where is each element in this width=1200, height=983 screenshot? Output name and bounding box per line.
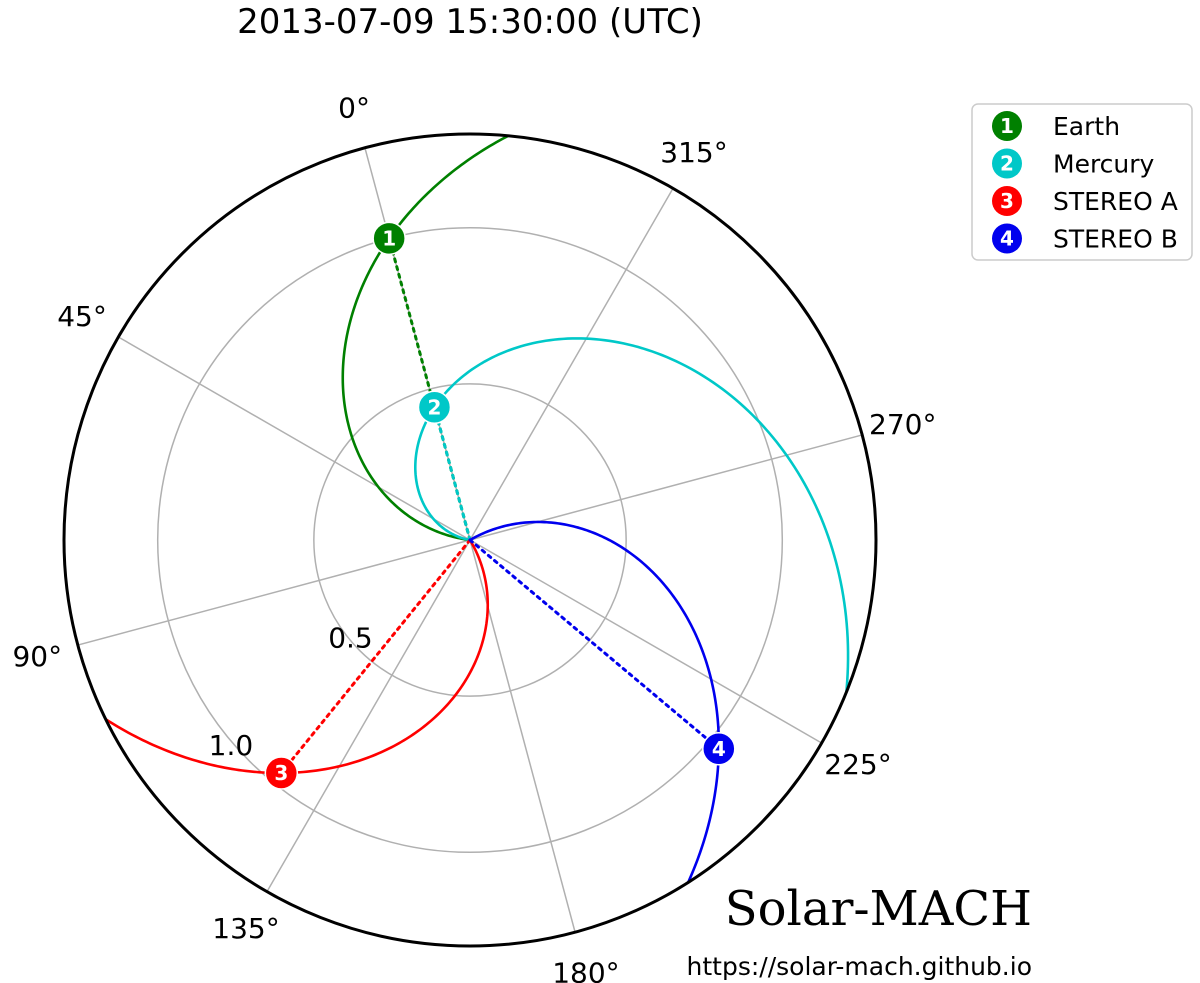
radial-tick-label: 0.5 bbox=[328, 622, 373, 655]
legend-marker bbox=[992, 148, 1022, 179]
chart-title: 2013-07-09 15:30:00 (UTC) bbox=[237, 2, 703, 42]
angle-grid-spoke bbox=[266, 539, 471, 892]
legend-item: 3 STEREO A bbox=[992, 186, 1178, 216]
body-marker-mercury: 2 bbox=[417, 390, 452, 425]
legend-marker-number: 1 bbox=[1000, 114, 1014, 138]
marker-number: 2 bbox=[427, 395, 441, 419]
angle-grid-spoke bbox=[469, 539, 576, 933]
body-markers: 1 2 3 4 bbox=[264, 221, 736, 790]
angle-tick-label: 90° bbox=[12, 640, 62, 673]
body-marker-earth: 1 bbox=[372, 221, 406, 256]
angle-tick-label: 225° bbox=[824, 748, 891, 781]
legend-marker-number: 4 bbox=[1000, 227, 1014, 251]
angle-tick-label: 45° bbox=[57, 300, 107, 333]
spiral-line-earth bbox=[341, 134, 544, 542]
polar-frame bbox=[62, 132, 878, 948]
angle-grid-spoke bbox=[469, 434, 863, 541]
legend-marker bbox=[992, 111, 1022, 141]
spiral-line-mercury bbox=[413, 337, 850, 765]
legend-item: 2 Mercury bbox=[992, 148, 1155, 179]
legend-label: Earth bbox=[1053, 112, 1120, 141]
spiral-line-stereo-a bbox=[72, 539, 490, 775]
legend-marker bbox=[992, 223, 1022, 254]
legend-marker bbox=[992, 186, 1022, 216]
angle-tick-label: 315° bbox=[660, 136, 727, 169]
legend-box bbox=[971, 103, 1193, 261]
legend-marker-number: 3 bbox=[1000, 189, 1014, 213]
radial-tick-labels: 0.5 1.0 bbox=[209, 622, 373, 763]
spiral-lines bbox=[72, 134, 850, 917]
legend-item: 4 STEREO B bbox=[992, 223, 1178, 254]
brand-name: Solar-MACH bbox=[725, 881, 1032, 937]
marker-circle bbox=[372, 221, 406, 256]
legend-label: STEREO A bbox=[1053, 187, 1178, 216]
angle-tick-label: 270° bbox=[869, 408, 936, 441]
angle-grid-spoke bbox=[77, 539, 471, 646]
body-marker-stereo-b: 4 bbox=[702, 732, 736, 766]
marker-number: 3 bbox=[274, 761, 288, 785]
radial-grid-ring bbox=[156, 226, 784, 854]
legend: 1 Earth 2 Mercury 3 STEREO A 4 STEREO B bbox=[971, 103, 1193, 261]
body-marker-stereo-a: 3 bbox=[264, 756, 299, 790]
angle-grid-spoke bbox=[118, 336, 471, 541]
brand-url: https://solar-mach.github.io bbox=[687, 952, 1032, 981]
radial-grid-ring bbox=[313, 383, 627, 697]
marker-number: 4 bbox=[712, 737, 726, 761]
angle-tick-label: 180° bbox=[552, 957, 619, 983]
legend-label: Mercury bbox=[1053, 150, 1155, 179]
angle-tick-label: 0° bbox=[338, 91, 370, 124]
angle-tick-label: 135° bbox=[212, 912, 279, 945]
legend-item: 1 Earth bbox=[992, 111, 1120, 141]
connector-line bbox=[432, 405, 472, 542]
angle-tick-labels: 0° 45° 90° 135° 180° 225° 270° 315° bbox=[12, 91, 936, 983]
connector-line bbox=[279, 538, 472, 775]
spiral-line-stereo-b bbox=[469, 520, 721, 917]
angle-grid-spoke bbox=[469, 539, 822, 744]
legend-label: STEREO B bbox=[1053, 225, 1178, 254]
angle-grid-spoke bbox=[469, 188, 674, 541]
polar-grid bbox=[77, 147, 863, 933]
marker-circle bbox=[417, 390, 452, 425]
marker-number: 1 bbox=[382, 226, 396, 250]
legend-marker-number: 2 bbox=[1000, 152, 1014, 176]
radial-tick-label: 1.0 bbox=[209, 729, 254, 762]
connector-line bbox=[468, 538, 721, 751]
marker-circle bbox=[702, 732, 736, 766]
marker-circle bbox=[264, 756, 299, 790]
